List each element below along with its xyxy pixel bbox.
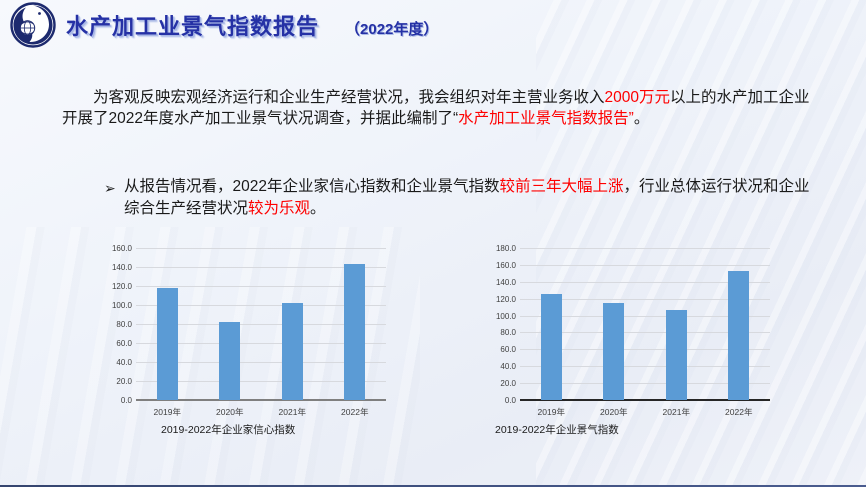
intro-highlight-revenue: 2000万元: [604, 89, 670, 106]
gridline: [136, 267, 386, 268]
y-axis-tick-label: 60.0: [500, 345, 516, 355]
gridline: [136, 286, 386, 287]
y-axis-tick-label: 180.0: [495, 244, 516, 253]
prosperity-index-bar-chart: 0.0 20.0 40.0 60.0 80.0 100.0 120.0 140.0 160.0 1…: [486, 244, 786, 418]
gridline: [520, 281, 770, 283]
bullet-highlight-optimistic: 较为乐观: [248, 200, 311, 217]
intro-paragraph: 为客观反映宏观经济运行和企业生产经营状况，我会组织对年主营业务收入2000万元以…: [62, 87, 820, 129]
key-finding-text: 从报告情况看，2022年企业家信心指数和企业景气指数较前三年大幅上涨，行业总体运…: [124, 178, 810, 217]
y-axis-tick-label: 0.0: [120, 396, 132, 405]
x-axis-line: [520, 399, 770, 401]
bar-2022年: [728, 270, 750, 400]
bar-2021年: [665, 310, 687, 400]
organization-logo-icon: [10, 2, 56, 48]
bar-2019年: [540, 294, 562, 400]
bar-2020年: [219, 322, 241, 400]
y-axis-tick-label: 160.0: [111, 244, 132, 253]
x-axis-category-label: 2021年: [278, 407, 306, 417]
page-subtitle: （2022年度）: [345, 21, 439, 38]
bottom-divider: [0, 485, 866, 487]
x-axis-category-label: 2022年: [341, 407, 369, 417]
gridline: [136, 362, 386, 363]
page-title: 水产加工业景气指数报告: [66, 14, 320, 39]
bar-2021年: [281, 303, 303, 400]
bar-2022年: [344, 263, 366, 400]
bullet-highlight-rise: 较前三年大幅上涨: [499, 178, 624, 195]
gridline: [136, 324, 386, 325]
y-axis-tick-label: 20.0: [500, 379, 516, 389]
x-axis-category-label: 2019年: [153, 407, 181, 417]
intro-text: 。: [633, 110, 650, 127]
intro-text: 为客观反映宏观经济运行和企业生产经营状况，我会组织对年主营业务收入: [93, 89, 605, 106]
intro-text: 以上的水产加工企业开展了2022年度水产加工业景气状况调查，并据此编制了“: [62, 89, 810, 127]
gridline: [520, 298, 770, 300]
gridline: [136, 343, 386, 344]
y-axis-tick-label: 20.0: [116, 377, 132, 386]
x-axis-category-label: 2021年: [662, 407, 690, 417]
x-axis-category-label: 2019年: [537, 407, 565, 417]
y-axis-tick-label: 140.0: [495, 277, 516, 287]
y-axis-tick-label: 40.0: [116, 358, 132, 367]
bar-2020年: [603, 302, 625, 400]
y-axis-tick-label: 60.0: [116, 339, 132, 348]
gridline: [520, 332, 770, 334]
y-axis-tick-label: 100.0: [111, 301, 132, 310]
gridline: [136, 381, 386, 382]
y-axis-tick-label: 0.0: [504, 396, 516, 405]
y-axis-tick-label: 40.0: [500, 362, 516, 372]
bar-2019年: [156, 288, 178, 400]
intro-highlight-report-name: 水产加工业景气指数报告”: [458, 110, 634, 127]
y-axis-tick-label: 160.0: [495, 260, 516, 270]
gridline: [520, 315, 770, 317]
gridline: [520, 248, 770, 249]
y-axis-tick-label: 120.0: [495, 294, 516, 304]
gridline: [520, 349, 770, 351]
confidence-chart-caption: 2019-2022年企业家信心指数: [161, 424, 296, 436]
gridline: [520, 366, 770, 368]
y-axis-tick-label: 120.0: [111, 282, 132, 291]
y-axis-tick-label: 140.0: [111, 263, 132, 272]
prosperity-chart-caption: 2019-2022年企业景气指数: [495, 424, 619, 436]
y-axis-tick-label: 80.0: [500, 328, 516, 338]
arrow-bullet-icon: ➢: [104, 180, 116, 196]
x-axis-line: [136, 399, 386, 401]
confidence-index-bar-chart: 0.0 20.0 40.0 60.0 80.0 100.0 120.0 140.0 160.0 2…: [102, 244, 402, 418]
y-axis-tick-label: 100.0: [495, 311, 516, 321]
gridline: [136, 248, 386, 249]
gridline: [520, 264, 770, 266]
gridline: [136, 305, 386, 306]
key-finding-bullet: ➢ 从报告情况看，2022年企业家信心指数和企业景气指数较前三年大幅上涨，行业总…: [104, 176, 820, 220]
x-axis-category-label: 2020年: [600, 407, 628, 417]
gridline: [520, 383, 770, 385]
y-axis-tick-label: 80.0: [116, 320, 132, 329]
x-axis-category-label: 2020年: [216, 407, 244, 417]
x-axis-category-label: 2022年: [725, 407, 753, 417]
